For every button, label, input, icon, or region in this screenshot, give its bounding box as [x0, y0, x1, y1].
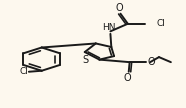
Text: Cl: Cl — [19, 67, 28, 76]
Text: O: O — [124, 73, 132, 83]
Text: HN: HN — [102, 23, 115, 32]
Text: O: O — [116, 3, 123, 13]
Text: Cl: Cl — [156, 19, 165, 28]
Text: O: O — [147, 57, 155, 67]
Text: S: S — [82, 55, 88, 65]
